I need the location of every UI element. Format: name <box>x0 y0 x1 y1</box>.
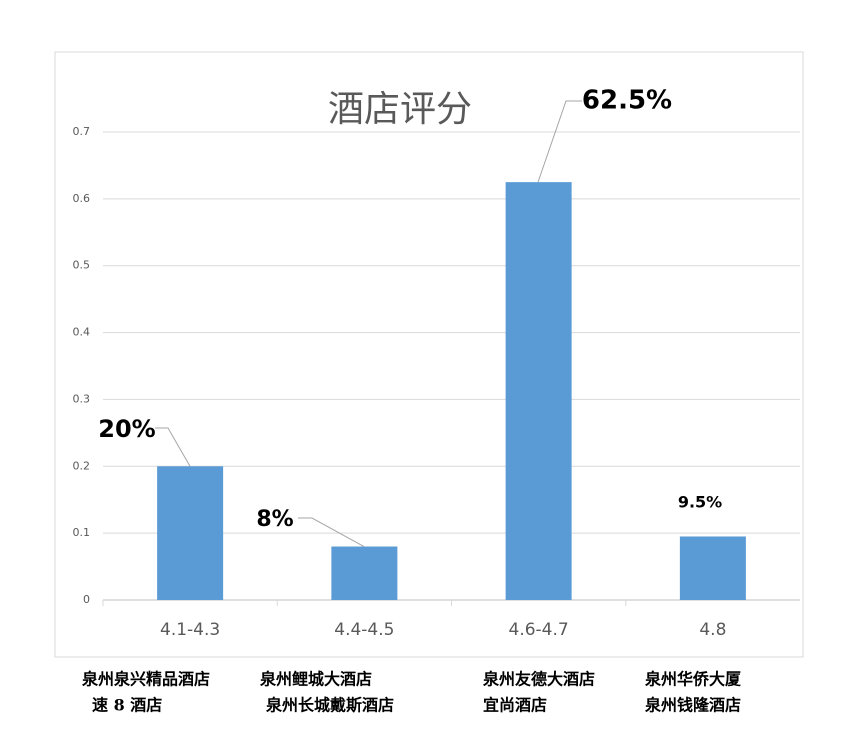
y-tick-label: 0.2 <box>73 459 91 472</box>
x-tick-label: 4.1-4.3 <box>160 620 220 640</box>
x-tick-label: 4.6-4.7 <box>509 620 569 640</box>
x-tick-label: 4.8 <box>699 620 726 640</box>
y-tick-label: 0.1 <box>73 526 91 539</box>
hotel-name: 泉州华侨大厦 <box>645 670 742 689</box>
data-label: 9.5% <box>678 493 722 512</box>
chart-title: 酒店评分 <box>328 89 472 130</box>
hotel-name: 速 8 酒店 <box>92 696 162 715</box>
hotel-name: 泉州长城戴斯酒店 <box>266 696 394 715</box>
y-tick-label: 0.4 <box>73 326 91 339</box>
data-label: 20% <box>98 415 155 443</box>
y-tick-label: 0.3 <box>73 392 91 405</box>
leader-line <box>155 427 191 467</box>
bar <box>157 466 224 600</box>
bar <box>505 182 572 600</box>
y-tick-label: 0.5 <box>73 259 91 272</box>
x-tick-label: 4.4-4.5 <box>334 620 394 640</box>
data-label: 62.5% <box>582 86 672 116</box>
hotel-name: 泉州友德大酒店 <box>483 670 595 689</box>
leader-line <box>298 517 365 547</box>
data-label: 8% <box>256 507 293 532</box>
y-tick-label: 0.6 <box>73 192 91 205</box>
leader-line <box>537 100 582 183</box>
hotel-name: 泉州泉兴精品酒店 <box>82 670 210 689</box>
hotel-name: 泉州钱隆酒店 <box>645 696 741 715</box>
bar <box>331 546 398 600</box>
hotel-name: 泉州鲤城大酒店 <box>260 670 372 689</box>
hotel-name: 宜尚酒店 <box>483 696 547 715</box>
y-tick-label: 0.7 <box>73 125 91 138</box>
bar <box>679 536 746 600</box>
y-tick-label: 0 <box>83 593 90 606</box>
